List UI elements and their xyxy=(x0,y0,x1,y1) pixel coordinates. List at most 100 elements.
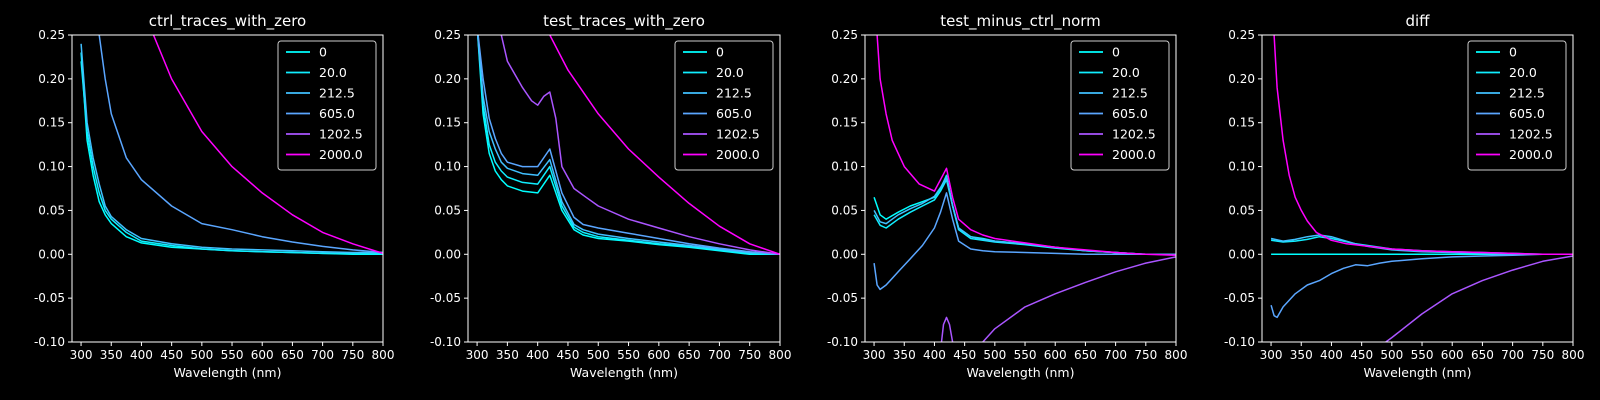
chart-title: test_minus_ctrl_norm xyxy=(940,12,1101,31)
x-tick-label: 650 xyxy=(1471,348,1494,362)
series-line-2000-0 xyxy=(152,35,383,255)
series-line-605-0 xyxy=(477,35,780,256)
legend-label: 605.0 xyxy=(1509,106,1545,121)
y-tick-label: 0.15 xyxy=(831,116,858,130)
y-tick-label: 0.05 xyxy=(831,203,858,217)
x-tick-label: 450 xyxy=(557,348,580,362)
legend-label: 20.0 xyxy=(716,65,744,80)
x-tick-label: 700 xyxy=(1501,348,1524,362)
legend-label: 605.0 xyxy=(1112,106,1148,121)
x-tick-label: 550 xyxy=(221,348,244,362)
series-line-212-5 xyxy=(477,35,780,256)
x-tick-label: 600 xyxy=(1044,348,1067,362)
series-line-1202-5 xyxy=(1385,255,1573,342)
y-tick-label: 0.20 xyxy=(831,72,858,86)
y-tick-label: 0.10 xyxy=(434,160,461,174)
axes-frame xyxy=(1261,34,1574,343)
chart-title: ctrl_traces_with_zero xyxy=(149,12,306,31)
legend-label: 20.0 xyxy=(1509,65,1537,80)
axes-frame xyxy=(467,34,781,343)
series-line-1202-5 xyxy=(940,316,954,342)
y-tick-label: 0.20 xyxy=(1228,72,1255,86)
y-tick-label: 0.25 xyxy=(831,28,858,42)
series-group xyxy=(1270,35,1573,342)
y-tick-label: -0.10 xyxy=(34,335,65,349)
y-tick-label: 0.00 xyxy=(831,247,858,261)
y-tick-label: 0.25 xyxy=(434,28,461,42)
x-axis-label: Wavelength (nm) xyxy=(174,365,282,380)
x-tick-label: 350 xyxy=(1290,348,1313,362)
y-tick-label: -0.10 xyxy=(827,335,858,349)
x-tick-label: 800 xyxy=(769,348,792,362)
y-tick-label: 0.00 xyxy=(1228,247,1255,261)
series-line-1202-5 xyxy=(982,256,1176,342)
x-tick-label: 450 xyxy=(160,348,183,362)
y-tick-label: 0.10 xyxy=(831,160,858,174)
legend-label: 20.0 xyxy=(319,65,347,80)
x-tick-label: 400 xyxy=(1320,348,1343,362)
y-tick-label: 0.15 xyxy=(38,116,65,130)
x-axis-label: Wavelength (nm) xyxy=(570,365,678,380)
legend-label: 212.5 xyxy=(1112,86,1148,101)
series-group xyxy=(873,35,1176,342)
x-tick-label: 700 xyxy=(708,348,731,362)
x-tick-label: 550 xyxy=(617,348,640,362)
series-line-20-0 xyxy=(477,35,780,256)
y-tick-label: 0.00 xyxy=(434,247,461,261)
axes-frame xyxy=(71,34,384,343)
x-tick-label: 500 xyxy=(1380,348,1403,362)
x-tick-label: 400 xyxy=(130,348,153,362)
x-tick-label: 500 xyxy=(190,348,213,362)
series-line-605-0 xyxy=(873,192,1176,291)
legend-label: 2000.0 xyxy=(1509,147,1553,162)
series-line-212-5 xyxy=(80,43,383,254)
legend: 0 20.0 212.5 605.0 1202.5 2000.0 xyxy=(674,40,774,171)
y-tick-label: 0.10 xyxy=(1228,160,1255,174)
series-line-605-0 xyxy=(1270,253,1573,319)
chart-panel-3: 300 350 400 450 500 550 600 650 700 750 800 -0.10 -0… xyxy=(827,12,1188,380)
x-tick-label: 300 xyxy=(466,348,489,362)
legend-label: 2000.0 xyxy=(1112,147,1156,162)
legend-label: 2000.0 xyxy=(716,147,760,162)
y-tick-label: 0.20 xyxy=(434,72,461,86)
x-tick-label: 800 xyxy=(1562,348,1585,362)
x-tick-label: 400 xyxy=(526,348,549,362)
x-tick-label: 750 xyxy=(1134,348,1157,362)
legend: 0 20.0 212.5 605.0 1202.5 2000.0 xyxy=(1070,40,1170,171)
x-tick-label: 450 xyxy=(953,348,976,362)
x-tick-label: 350 xyxy=(496,348,519,362)
series-group xyxy=(476,35,780,256)
chart-panel-2: 300 350 400 450 500 550 600 650 700 750 800 -0.10 -0… xyxy=(430,12,792,380)
x-tick-label: 500 xyxy=(587,348,610,362)
x-tick-label: 500 xyxy=(983,348,1006,362)
x-tick-label: 600 xyxy=(647,348,670,362)
series-line-2000-0 xyxy=(876,35,1176,256)
legend-label: 0 xyxy=(319,45,327,60)
y-tick-label: -0.10 xyxy=(1224,335,1255,349)
x-tick-label: 550 xyxy=(1014,348,1037,362)
y-tick-label: 0.10 xyxy=(38,160,65,174)
x-tick-label: 350 xyxy=(893,348,916,362)
y-tick-label: -0.05 xyxy=(430,291,461,305)
x-tick-label: 800 xyxy=(372,348,395,362)
y-tick-label: -0.05 xyxy=(1224,291,1255,305)
x-tick-label: 700 xyxy=(1104,348,1127,362)
y-tick-label: 0.25 xyxy=(1228,28,1255,42)
legend-label: 1202.5 xyxy=(1509,127,1553,142)
legend-label: 0 xyxy=(1112,45,1120,60)
legend-label: 605.0 xyxy=(716,106,752,121)
chart-title: diff xyxy=(1405,12,1430,30)
y-tick-label: 0.05 xyxy=(1228,203,1255,217)
x-tick-label: 300 xyxy=(863,348,886,362)
legend-label: 2000.0 xyxy=(319,147,363,162)
series-group xyxy=(80,35,383,256)
x-tick-label: 600 xyxy=(1441,348,1464,362)
y-tick-label: 0.15 xyxy=(1228,116,1255,130)
x-tick-label: 550 xyxy=(1411,348,1434,362)
legend-label: 0 xyxy=(716,45,724,60)
chart-panel-1: 300 350 400 450 500 550 600 650 700 750 800 -0.10 -0… xyxy=(34,12,395,380)
series-line-0 xyxy=(476,35,780,256)
x-tick-label: 650 xyxy=(678,348,701,362)
x-tick-label: 450 xyxy=(1350,348,1373,362)
x-tick-label: 800 xyxy=(1165,348,1188,362)
